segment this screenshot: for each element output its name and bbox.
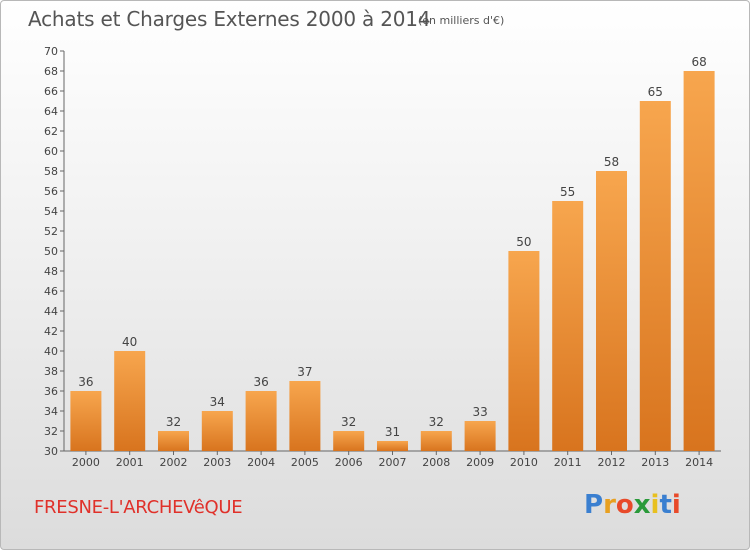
x-tick-label: 2006 [335,456,363,469]
bar-2000 [70,391,102,451]
y-tick-label: 70 [44,45,58,58]
bar-2003 [201,411,233,451]
data-label: 36 [253,375,268,389]
y-tick-label: 36 [44,385,58,398]
y-tick-label: 50 [44,245,58,258]
logo-letter: i [650,490,660,520]
x-tick-label: 2008 [422,456,450,469]
data-label: 32 [166,415,181,429]
y-tick-label: 32 [44,425,58,438]
data-label: 55 [560,185,575,199]
x-tick-label: 2014 [685,456,713,469]
y-tick-label: 44 [44,305,58,318]
x-tick-label: 2001 [116,456,144,469]
bar-2001 [114,351,146,451]
city-name: FRESNE-L'ARCHEVêQUE [34,497,243,518]
data-label: 34 [210,395,225,409]
data-label: 50 [516,235,531,249]
y-tick-label: 38 [44,365,58,378]
logo-letter: r [603,490,616,520]
y-tick-label: 64 [44,105,58,118]
chart-subtitle: (en milliers d'€) [418,14,505,27]
x-tick-label: 2005 [291,456,319,469]
data-label: 65 [648,85,663,99]
y-tick-label: 40 [44,345,58,358]
y-tick-label: 58 [44,165,58,178]
data-label: 58 [604,155,619,169]
logo-letter: t [659,490,672,520]
data-label: 36 [78,375,93,389]
bar-2009 [464,421,496,451]
logo-letter: P [584,490,604,520]
data-label: 32 [341,415,356,429]
x-tick-label: 2013 [641,456,669,469]
axes: 30 32 34 36 38 40 42 44 46 48 50 52 54 56 58 60 62 64 66 68… [44,45,721,469]
data-label: 37 [297,365,312,379]
bar-2005 [289,381,321,451]
bar-2013 [639,101,671,451]
y-tick-label: 54 [44,205,58,218]
proxiti-logo[interactable]: Proxiti [584,490,681,520]
y-tick-label: 68 [44,65,58,78]
x-tick-label: 2007 [379,456,407,469]
y-tick-label: 46 [44,285,58,298]
x-tick-label: 2012 [598,456,626,469]
x-tick-label: 2003 [203,456,231,469]
bar-2014 [683,71,715,451]
bar-chart: 30 32 34 36 38 40 42 44 46 48 50 52 54 56 58 60 62 64 66 68… [44,45,721,469]
y-tick-label: 56 [44,185,58,198]
y-tick-label: 34 [44,405,58,418]
bar-2002 [158,431,189,451]
x-tick-label: 2009 [466,456,494,469]
x-tick-label: 2011 [554,456,582,469]
logo-letter: o [615,490,634,520]
y-tick-label: 62 [44,125,58,138]
data-label: 40 [122,335,137,349]
data-labels: 36 40 32 34 36 37 32 31 32 33 50 55 58 65 68 [78,55,706,439]
y-tick-label: 42 [44,325,58,338]
bars [70,71,715,451]
bar-2010 [508,251,540,451]
data-label: 31 [385,425,400,439]
bar-2012 [596,171,627,451]
bar-2007 [377,441,408,451]
x-tick-label: 2010 [510,456,538,469]
y-tick-label: 60 [44,145,58,158]
bar-2011 [552,201,584,451]
y-tick-label: 66 [44,85,58,98]
x-tick-label: 2002 [160,456,188,469]
x-tick-label: 2004 [247,456,275,469]
chart-title: Achats et Charges Externes 2000 à 2014 [28,7,431,31]
y-tick-label: 52 [44,225,58,238]
data-label: 68 [691,55,706,69]
logo-letter: x [633,490,651,520]
x-tick-label: 2000 [72,456,100,469]
bar-2008 [420,431,452,451]
data-label: 33 [472,405,487,419]
logo-letter: i [671,490,681,520]
y-tick-label: 30 [44,445,58,458]
bar-2004 [245,391,277,451]
bar-2006 [333,431,365,451]
y-tick-label: 48 [44,265,58,278]
data-label: 32 [429,415,444,429]
